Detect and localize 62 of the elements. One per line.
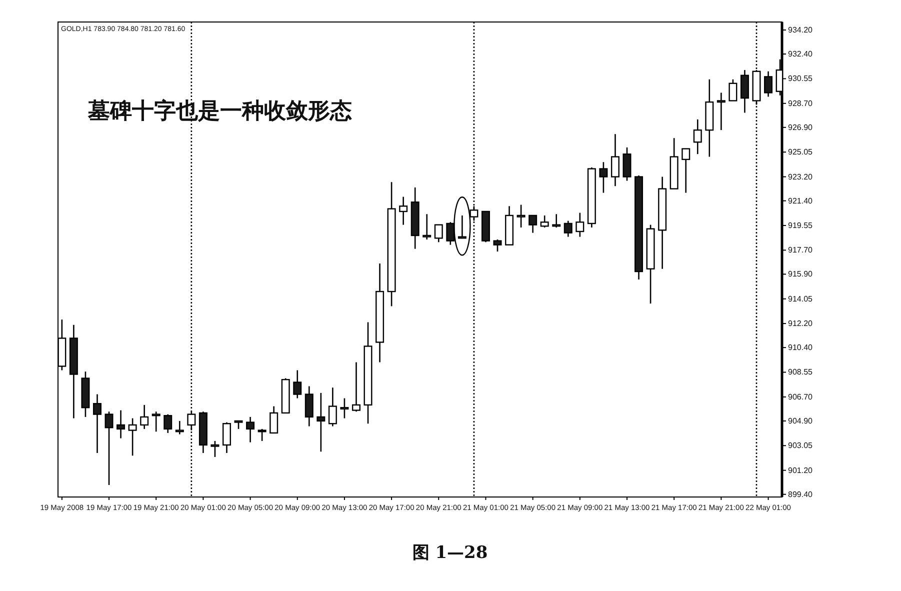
y-tick-label: 919.55 — [788, 220, 814, 230]
candlestick — [599, 161, 608, 194]
candlestick — [576, 212, 584, 238]
candlestick — [304, 386, 314, 427]
candlestick — [316, 392, 326, 452]
y-tick-label: 901.20 — [788, 466, 814, 475]
candlestick — [128, 418, 137, 456]
y-tick-label: 928.70 — [788, 98, 814, 108]
candlestick — [164, 414, 172, 434]
candlestick — [458, 214, 466, 239]
y-tick-label: 932.40 — [788, 50, 814, 59]
candlestick — [446, 221, 455, 246]
y-tick-label: 934.20 — [788, 26, 814, 35]
candlestick — [399, 196, 408, 226]
candlestick — [92, 394, 102, 454]
candlestick — [422, 213, 432, 240]
candlestick — [610, 133, 620, 187]
y-tick-label: 923.20 — [788, 172, 814, 182]
candlestick — [210, 440, 220, 458]
candlestick — [528, 214, 538, 234]
candlestick — [258, 428, 266, 442]
y-tick-label: 899.40 — [788, 490, 814, 499]
y-tick-label: 906.70 — [788, 392, 814, 402]
y-tick-label: 921.40 — [788, 196, 814, 206]
candlestick — [340, 398, 349, 419]
y-tick-label: 914.05 — [788, 294, 814, 304]
text: 墓碑十字也是一种收敛形态 — [87, 98, 352, 124]
candlestick — [246, 416, 255, 443]
y-tick-label: 904.90 — [788, 416, 814, 426]
y-tick-label: 912.20 — [788, 319, 814, 328]
y-tick-label: 917.70 — [788, 246, 814, 255]
y-tick-label: 926.90 — [788, 122, 814, 132]
candlestick — [622, 146, 632, 182]
candlestick — [740, 69, 749, 114]
y-tick-label: 908.55 — [788, 368, 814, 377]
y-tick-label: 925.05 — [788, 148, 814, 157]
candlestick — [140, 404, 149, 430]
candlestick — [434, 224, 443, 243]
candlestick — [116, 410, 126, 439]
candlestick — [175, 420, 184, 435]
y-tick-label: 930.55 — [788, 74, 814, 84]
candlestick — [693, 118, 702, 155]
candlestick — [516, 204, 526, 228]
candlestick — [293, 370, 302, 399]
candlestick — [270, 406, 278, 434]
y-tick-label: 915.90 — [788, 270, 814, 279]
y-tick-label: 910.40 — [788, 343, 814, 352]
y-tick-label: 903.05 — [788, 441, 814, 450]
candlestick — [764, 70, 773, 98]
candlestick — [222, 422, 231, 454]
candlestick — [328, 386, 337, 427]
candlestick — [552, 213, 561, 228]
candlestick — [352, 362, 360, 412]
candlestick — [682, 148, 690, 194]
caption: 图 1—28 — [412, 543, 488, 563]
candlestick — [152, 410, 160, 432]
candlestick — [564, 220, 572, 238]
candlestick — [728, 78, 738, 102]
candlestick — [104, 410, 114, 486]
candlestick — [493, 238, 502, 252]
candlestick — [540, 214, 549, 228]
candlestick — [716, 92, 726, 131]
